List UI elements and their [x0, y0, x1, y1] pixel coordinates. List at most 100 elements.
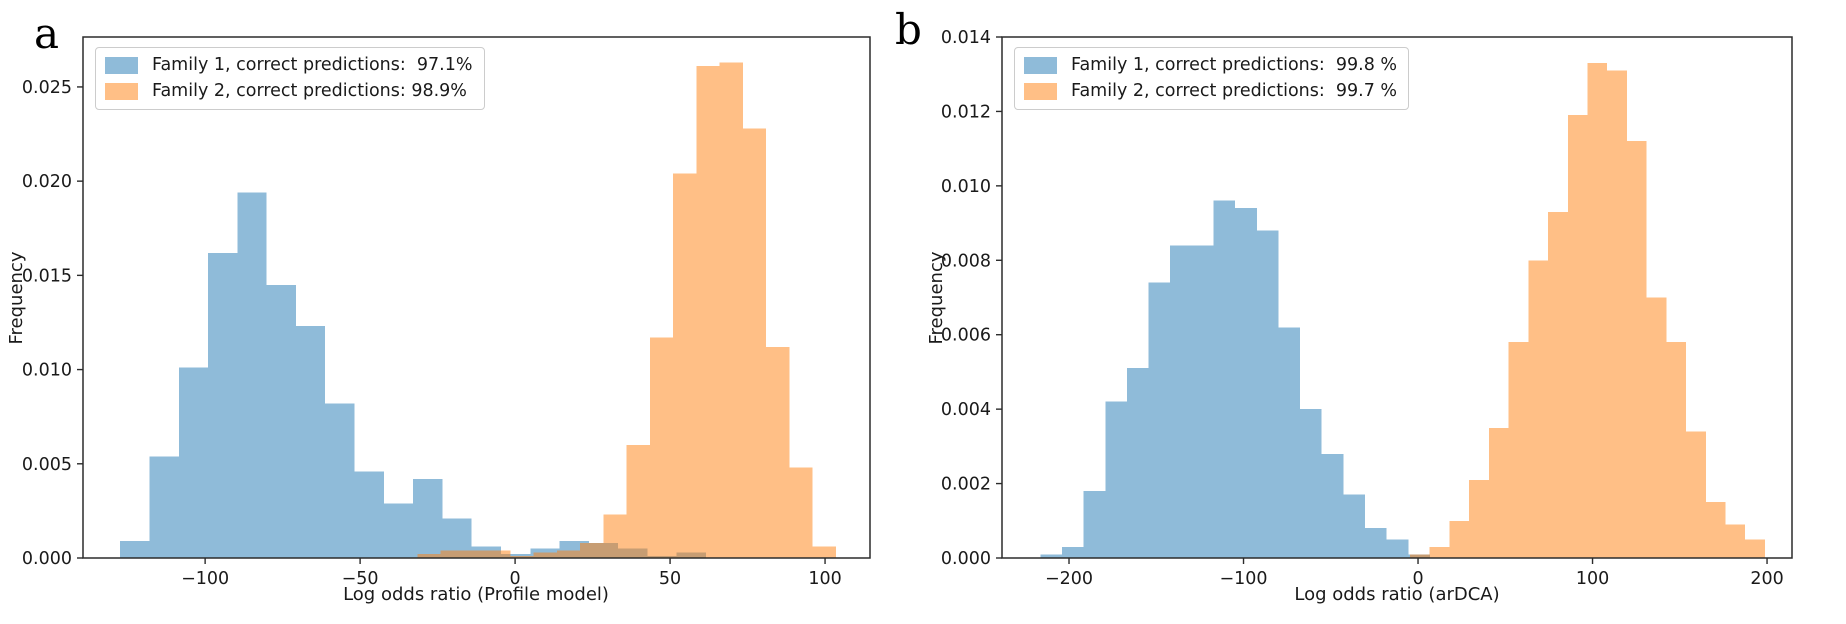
x-axis-label-a: Log odds ratio (Profile model)	[343, 584, 609, 605]
legend-label: Family 2, correct predictions: 98.9%	[152, 81, 467, 101]
hist-bar	[463, 550, 488, 558]
hist-bar	[1170, 245, 1192, 558]
hist-bar	[1469, 479, 1489, 558]
hist-bar	[120, 541, 150, 558]
hist-bar	[325, 403, 355, 558]
hist-bar	[1705, 502, 1726, 558]
hist-bar	[237, 192, 267, 558]
hist-bar	[1666, 342, 1687, 558]
legend-item: Family 2, correct predictions: 99.7 %	[1024, 81, 1397, 102]
hist-bar	[266, 284, 296, 558]
series-family-1	[1040, 200, 1430, 559]
legend-item: Family 1, correct predictions: 97.1%	[105, 55, 473, 76]
hist-bar	[1300, 409, 1322, 558]
legend-panel-b: Family 1, correct predictions: 99.8 % Fa…	[1014, 47, 1410, 110]
hist-bar	[649, 337, 674, 558]
hist-bar	[1587, 63, 1608, 559]
x-tick-label: −100	[1219, 569, 1267, 589]
legend-swatch-family1	[1024, 57, 1057, 74]
panel-a-letter: a	[34, 9, 60, 58]
hist-bar	[208, 252, 238, 558]
legend-item: Family 1, correct predictions: 99.8 %	[1024, 55, 1397, 76]
hist-bar	[1343, 494, 1365, 558]
hist-bar	[556, 550, 581, 558]
y-tick-label: 0.014	[941, 28, 991, 48]
hist-bar	[1083, 491, 1106, 558]
hist-bar	[1278, 327, 1301, 558]
series-family-1	[120, 192, 707, 558]
y-tick-label: 0.002	[941, 475, 991, 495]
hist-bar	[1528, 260, 1549, 558]
hist-bar	[417, 554, 441, 558]
y-tick-label: 0.000	[941, 549, 991, 569]
hist-bar	[149, 456, 179, 558]
hist-bar	[626, 444, 650, 558]
hist-bar	[1321, 453, 1344, 558]
hist-bar	[383, 503, 414, 558]
hist-bar	[1062, 546, 1084, 558]
hist-bar	[1126, 368, 1149, 558]
hist-bar	[789, 467, 813, 558]
y-tick-label: 0.015	[22, 266, 72, 286]
hist-bar	[719, 62, 743, 558]
hist-bar	[440, 550, 464, 558]
axes-frame	[82, 36, 871, 559]
series-family-2	[1410, 63, 1765, 559]
legend-swatch-family2	[1024, 83, 1057, 100]
panel-a: −100 −50 0 50 100 0.000 0.005 0.010 0.015 0.020 0.…	[22, 36, 871, 589]
x-tick-label: 200	[1750, 569, 1783, 589]
hist-bar	[1386, 539, 1409, 558]
x-axis-label-b: Log odds ratio (arDCA)	[1294, 584, 1500, 605]
legend-item: Family 2, correct predictions: 98.9%	[105, 81, 473, 102]
y-tick-label: 0.008	[941, 251, 991, 271]
hist-bar	[1626, 141, 1647, 558]
hist-bar	[1548, 211, 1568, 558]
hist-bar	[354, 471, 384, 558]
hist-bar	[603, 514, 627, 558]
hist-bar	[533, 552, 557, 558]
hist-bar	[178, 367, 209, 558]
y-tick-label: 0.004	[941, 400, 991, 420]
legend-panel-a: Family 1, correct predictions: 97.1% Fam…	[95, 47, 485, 110]
x-tick-label: 0	[510, 569, 521, 589]
hist-bar	[1235, 208, 1257, 558]
panel-b-letter: b	[895, 5, 922, 54]
hist-bar	[500, 554, 531, 558]
hist-bar	[1148, 282, 1171, 558]
x-tick-label: 100	[1576, 569, 1609, 589]
hist-bar	[812, 546, 836, 558]
hist-bar	[1686, 431, 1706, 558]
hist-bar	[1364, 528, 1387, 558]
y-tick-label: 0.025	[22, 78, 72, 98]
legend-label: Family 1, correct predictions: 97.1%	[152, 55, 473, 75]
hist-bar	[1745, 539, 1765, 558]
hist-bar	[1213, 200, 1236, 559]
hist-bar	[1508, 342, 1529, 558]
hist-bar	[1429, 546, 1450, 558]
hist-bar	[1567, 115, 1588, 559]
legend-swatch-family2	[105, 83, 138, 100]
hist-bar	[510, 556, 534, 558]
panel-b: −200 −100 0 100 200 0.000 0.002 0.004 0.006 0.008…	[941, 28, 1793, 589]
hist-bar	[580, 542, 604, 558]
hist-bar	[766, 346, 790, 558]
y-tick-label: 0.012	[941, 102, 991, 122]
y-tick-label: 0.000	[22, 549, 72, 569]
legend-label: Family 1, correct predictions: 99.8 %	[1071, 55, 1398, 75]
legend-swatch-family1	[105, 57, 138, 74]
hist-bar	[1040, 554, 1063, 558]
y-tick-label: 0.010	[22, 361, 72, 381]
hist-bar	[1646, 297, 1667, 558]
x-tick-label: 50	[659, 569, 681, 589]
x-tick-label: −200	[1045, 569, 1093, 589]
y-tick-label: 0.005	[22, 455, 72, 475]
hist-bar	[696, 66, 720, 559]
hist-bar	[487, 550, 511, 558]
y-axis-label-a: Frequency	[6, 251, 27, 345]
axes-frame	[1001, 36, 1793, 559]
hist-bar	[1449, 520, 1470, 558]
y-tick-label: 0.020	[22, 172, 72, 192]
hist-bar	[295, 326, 326, 558]
y-tick-label: 0.010	[941, 177, 991, 197]
